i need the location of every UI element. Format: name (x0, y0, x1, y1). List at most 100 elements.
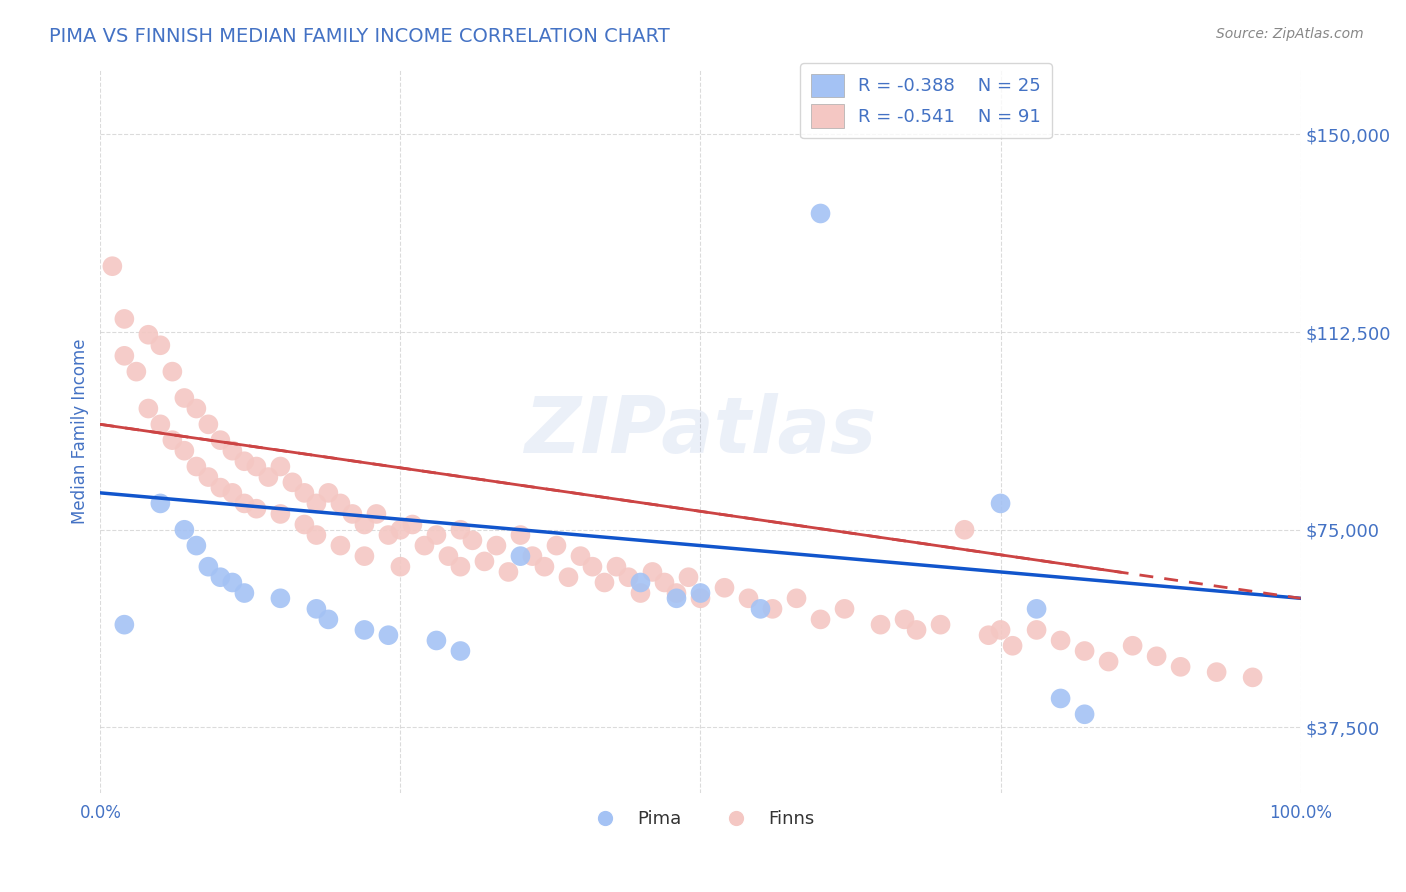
Point (569, 549, 592, 563)
Point (893, 612, 915, 626)
Point (269, 459, 291, 474)
Point (305, 528, 328, 542)
Text: ZIPatlas: ZIPatlas (524, 393, 876, 469)
Point (1025, 602, 1047, 616)
Point (461, 533, 484, 548)
Point (689, 591, 711, 606)
Point (654, 575, 676, 590)
Point (389, 559, 412, 574)
Point (1073, 707, 1095, 722)
Point (353, 549, 375, 563)
Point (533, 559, 555, 574)
Point (522, 549, 544, 563)
Point (834, 602, 856, 616)
Point (294, 486, 316, 500)
Point (233, 496, 256, 510)
Point (1073, 644, 1095, 658)
Point (162, 365, 184, 379)
Point (149, 417, 172, 432)
Point (869, 617, 891, 632)
Point (1170, 660, 1192, 674)
Point (1122, 639, 1144, 653)
Point (1001, 639, 1024, 653)
Point (173, 443, 195, 458)
Point (546, 539, 568, 553)
Point (1205, 665, 1227, 679)
Point (112, 349, 135, 363)
Point (173, 391, 195, 405)
Point (209, 433, 232, 447)
Point (737, 591, 759, 606)
Point (810, 612, 832, 626)
Point (617, 570, 640, 584)
Point (125, 365, 148, 379)
Point (377, 628, 399, 642)
Point (138, 401, 160, 416)
Point (1049, 691, 1071, 706)
Point (990, 623, 1012, 637)
Point (678, 570, 700, 584)
Point (1241, 670, 1264, 684)
Point (474, 554, 496, 568)
Point (318, 612, 340, 626)
Point (905, 623, 928, 637)
Point (294, 517, 316, 532)
Point (269, 591, 291, 606)
Point (449, 559, 471, 574)
Point (953, 523, 976, 537)
Point (329, 496, 352, 510)
Point (221, 486, 243, 500)
Point (173, 523, 195, 537)
Point (449, 523, 471, 537)
Legend: Pima, Finns: Pima, Finns (579, 803, 821, 835)
Point (245, 501, 267, 516)
Point (425, 633, 447, 648)
Point (665, 586, 688, 600)
Point (377, 528, 399, 542)
Point (329, 539, 352, 553)
Point (437, 549, 460, 563)
Point (112, 617, 135, 632)
Point (269, 507, 291, 521)
Point (689, 586, 711, 600)
Point (509, 549, 531, 563)
Point (197, 417, 219, 432)
Point (1146, 649, 1168, 664)
Point (630, 575, 652, 590)
Point (713, 581, 735, 595)
Point (305, 496, 328, 510)
Point (977, 628, 1000, 642)
Point (1025, 623, 1047, 637)
Point (186, 539, 208, 553)
Point (221, 575, 243, 590)
Point (990, 496, 1012, 510)
Point (149, 338, 172, 352)
Point (162, 433, 184, 447)
Point (786, 591, 808, 606)
Point (149, 496, 172, 510)
Point (425, 528, 447, 542)
Point (186, 401, 208, 416)
Point (401, 517, 423, 532)
Point (233, 454, 256, 468)
Point (138, 327, 160, 342)
Point (233, 586, 256, 600)
Point (209, 481, 232, 495)
Point (749, 602, 772, 616)
Point (929, 617, 952, 632)
Point (641, 565, 664, 579)
Text: PIMA VS FINNISH MEDIAN FAMILY INCOME CORRELATION CHART: PIMA VS FINNISH MEDIAN FAMILY INCOME COR… (49, 27, 671, 45)
Point (810, 206, 832, 220)
Point (366, 507, 388, 521)
Point (630, 586, 652, 600)
Point (353, 517, 375, 532)
Point (305, 602, 328, 616)
Point (112, 312, 135, 326)
Point (498, 565, 520, 579)
Point (581, 559, 603, 574)
Point (186, 459, 208, 474)
Point (209, 570, 232, 584)
Point (1097, 655, 1119, 669)
Y-axis label: Median Family Income: Median Family Income (72, 338, 89, 524)
Point (101, 259, 124, 273)
